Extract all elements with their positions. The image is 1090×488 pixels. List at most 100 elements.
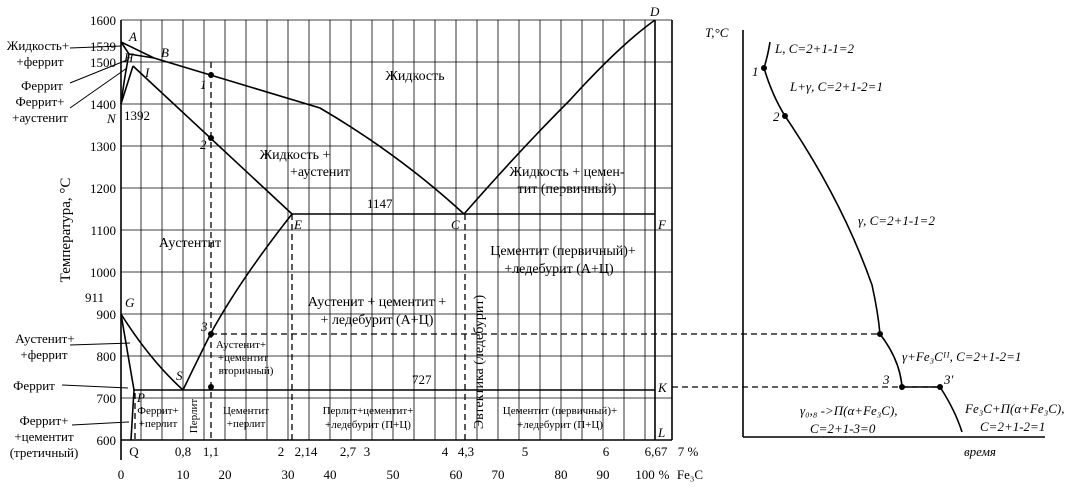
cooling-axes bbox=[742, 30, 1045, 438]
fe3c-tick: 100 bbox=[635, 467, 655, 482]
region-pearlite-cementite-ledeburite: +ледебурит (П+Ц) bbox=[325, 419, 411, 431]
left-leaders bbox=[61, 45, 131, 426]
point-e: E bbox=[293, 217, 302, 232]
cooling-point-3prime: 3' bbox=[943, 372, 954, 387]
point-l: L bbox=[657, 425, 665, 440]
x-axis-carbon: Q 0,8 1,1 2 2,14 2,7 3 4 4,3 5 6 6,67 7 … bbox=[129, 444, 698, 459]
carbon-tick: 2,7 bbox=[340, 444, 357, 459]
fe3c-species: Fe₃C bbox=[677, 467, 703, 482]
y-tick: 1000 bbox=[90, 265, 116, 280]
dashed-lines bbox=[134, 62, 940, 440]
line-gp bbox=[120, 313, 135, 391]
region-pearlite-cementite-ledeburite: Перлит+цементит+ bbox=[323, 405, 414, 417]
carbon-tick: 5 bbox=[522, 444, 529, 459]
fe3c-tick: 90 bbox=[597, 467, 610, 482]
annotation-eutectoid: C=2+1-3=0 bbox=[810, 421, 876, 436]
phase-lines bbox=[120, 19, 656, 441]
point-k: K bbox=[657, 380, 668, 395]
annotation-fe3c-pearlite: C=2+1-2=1 bbox=[980, 419, 1045, 434]
region-liquid-austenite: Жидкость + bbox=[260, 148, 331, 163]
region-labels: Жидкость Жидкость + +аустенит Жидкость +… bbox=[159, 69, 636, 328]
small-region-labels: Аустенит+ +цементит вторичный) Феррит+ +… bbox=[137, 339, 617, 431]
plot-frame bbox=[120, 20, 673, 460]
region-cementite-pearlite: Цементит bbox=[223, 405, 269, 417]
region-cementite1-ledeburite: Цементит (первичный)+ bbox=[503, 405, 617, 417]
temp-1392: 1392 bbox=[124, 108, 150, 123]
label-liquid-ferrite: Жидкость+ bbox=[7, 38, 69, 53]
label-ferrite-austenite: Феррит+ bbox=[15, 94, 64, 109]
region-pearlite: Перлит bbox=[188, 399, 200, 434]
region-austenite: Аустентит bbox=[159, 236, 221, 251]
point-c: C bbox=[451, 217, 460, 232]
mark-3: 3 bbox=[200, 319, 208, 334]
grid bbox=[121, 19, 672, 440]
annotation-fe3c-pearlite: Fe₃C+П(α+Fe₃C), bbox=[964, 401, 1064, 416]
point-h: H bbox=[123, 50, 134, 65]
region-austenite-cementite2: вторичный) bbox=[219, 365, 274, 377]
carbon-tick: 2,14 bbox=[295, 444, 318, 459]
fe3c-tick: 80 bbox=[555, 467, 568, 482]
label-liquid-ferrite: +феррит bbox=[16, 54, 63, 69]
solidus-ah bbox=[120, 41, 130, 55]
region-liquid-cementite: Жидкость + цемен- bbox=[509, 165, 624, 180]
point-s: S bbox=[176, 368, 183, 383]
fe3c-tick: 0 bbox=[118, 467, 125, 482]
cooling-x-title: время bbox=[964, 444, 996, 459]
label-austenite-ferrite: +феррит bbox=[20, 347, 67, 362]
y-axis: 1600 1500 1400 1300 1200 1100 1000 900 8… bbox=[85, 13, 116, 448]
carbon-tick: 4 bbox=[442, 444, 449, 459]
label-ferrite-cementite: +цементит bbox=[14, 429, 74, 444]
temp-1147: 1147 bbox=[367, 196, 393, 211]
y-tick: 600 bbox=[97, 433, 117, 448]
line-es bbox=[182, 213, 293, 391]
line-gs bbox=[120, 313, 184, 391]
carbon-tick: Q bbox=[129, 444, 139, 459]
temp-727: 727 bbox=[412, 372, 432, 387]
point-i: I bbox=[144, 65, 150, 80]
point-p: P bbox=[136, 390, 145, 405]
cooling-marks: 1 2 3 bbox=[200, 77, 208, 334]
label-ferrite-cementite: Феррит+ bbox=[19, 413, 68, 428]
curve-segment-2 bbox=[763, 67, 786, 117]
liquidus-bc bbox=[153, 57, 465, 215]
y-tick-911: 911 bbox=[85, 290, 104, 305]
annotation-gamma: γ, C=2+1-1=2 bbox=[858, 213, 935, 228]
temperature-labels: 1392 1147 727 bbox=[124, 108, 432, 387]
region-liquid: Жидкость bbox=[385, 69, 444, 84]
point-letters: A B H I N D E C F G S P K L bbox=[106, 4, 668, 440]
curve-segment-3 bbox=[784, 115, 881, 335]
annotation-eutectoid: γ₀,₈ ->П(α+Fe₃C), bbox=[800, 403, 898, 418]
carbon-tick: 6 bbox=[603, 444, 610, 459]
point-n: N bbox=[106, 111, 117, 126]
label-ferrite-austenite: +аустенит bbox=[12, 110, 68, 125]
y-axis-title: Температура, °С bbox=[58, 178, 74, 283]
y-tick: 1300 bbox=[90, 139, 116, 154]
annotation-gamma-fe3c: γ+Fe₃Cᴵᴵ, C=2+1-2=1 bbox=[902, 349, 1021, 364]
region-ferrite-pearlite: Феррит+ bbox=[137, 405, 178, 417]
y-tick: 1600 bbox=[90, 13, 116, 28]
region-liquid-cementite: тит (первичный) bbox=[518, 182, 617, 197]
carbon-tick: 1,1 bbox=[203, 444, 219, 459]
y-tick: 900 bbox=[97, 307, 117, 322]
cooling-labels: T,°C время 1 2 3 3' L, C=2+1-1=2 L+γ, C=… bbox=[705, 25, 1064, 459]
region-eutectic-ledeburite: Эвтектика (ледебурит) bbox=[472, 295, 487, 430]
region-cementite-ledeburite: Цементит (первичный)+ bbox=[490, 244, 636, 259]
y-tick: 1200 bbox=[90, 181, 116, 196]
curve-segment-1 bbox=[763, 41, 771, 69]
mark-1: 1 bbox=[200, 77, 207, 92]
fe3c-tick: 60 bbox=[450, 467, 463, 482]
fe3c-tick: 20 bbox=[219, 467, 232, 482]
x-axis-fe3c: 0 10 20 30 40 50 60 70 80 90 100 % Fe₃C bbox=[118, 467, 703, 482]
line-jn bbox=[120, 65, 134, 105]
line-hb bbox=[128, 53, 155, 59]
fe3c-tick: 10 bbox=[177, 467, 190, 482]
region-cementite-pearlite: +перлит bbox=[227, 418, 266, 430]
fe3c-tick: 70 bbox=[492, 467, 505, 482]
fe3c-tick: 50 bbox=[387, 467, 400, 482]
liquidus-ab bbox=[120, 41, 155, 59]
liquidus-cd bbox=[463, 19, 656, 215]
region-liquid-austenite: +аустенит bbox=[290, 165, 350, 180]
cooling-point-2: 2 bbox=[773, 109, 780, 124]
annotation-liquid: L, C=2+1-1=2 bbox=[774, 41, 855, 56]
